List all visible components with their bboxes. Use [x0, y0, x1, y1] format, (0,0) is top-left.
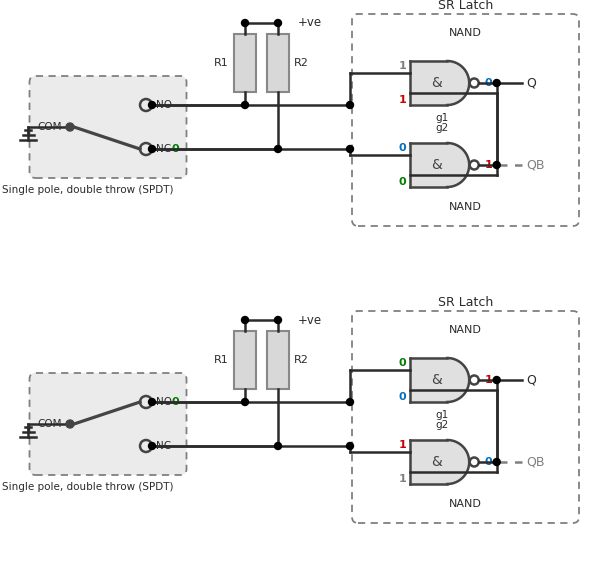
- Text: Single pole, double throw (SPDT): Single pole, double throw (SPDT): [2, 185, 174, 195]
- Polygon shape: [410, 143, 469, 187]
- Text: g2: g2: [436, 123, 449, 133]
- Text: &: &: [431, 455, 442, 469]
- Text: 1: 1: [485, 160, 493, 170]
- Circle shape: [149, 101, 155, 108]
- Circle shape: [493, 376, 500, 383]
- Text: NC: NC: [156, 144, 171, 154]
- Text: g1: g1: [436, 113, 449, 123]
- FancyBboxPatch shape: [29, 373, 187, 475]
- Circle shape: [493, 79, 500, 86]
- Circle shape: [149, 398, 155, 405]
- Text: &: &: [431, 158, 442, 172]
- Circle shape: [66, 420, 74, 428]
- Text: g1: g1: [436, 410, 449, 420]
- Text: NAND: NAND: [449, 325, 482, 335]
- FancyBboxPatch shape: [234, 34, 256, 92]
- Text: 0: 0: [172, 144, 179, 154]
- Text: NAND: NAND: [449, 202, 482, 212]
- Text: R2: R2: [294, 355, 309, 365]
- Text: QB: QB: [527, 456, 545, 468]
- Text: 0: 0: [398, 391, 406, 402]
- Circle shape: [275, 317, 281, 324]
- Text: NC: NC: [156, 441, 171, 451]
- Circle shape: [241, 317, 248, 324]
- Circle shape: [66, 123, 74, 131]
- Circle shape: [241, 20, 248, 27]
- Text: SR Latch: SR Latch: [438, 0, 493, 12]
- Circle shape: [347, 398, 353, 405]
- Text: +ve: +ve: [298, 16, 322, 30]
- Text: 1: 1: [398, 95, 406, 105]
- FancyBboxPatch shape: [234, 331, 256, 389]
- Text: NAND: NAND: [449, 499, 482, 509]
- Text: 0: 0: [398, 144, 406, 153]
- Text: 0: 0: [398, 358, 406, 368]
- Text: QB: QB: [527, 159, 545, 171]
- Circle shape: [493, 459, 500, 466]
- Circle shape: [347, 145, 353, 152]
- Text: Q: Q: [527, 373, 536, 387]
- Text: 0: 0: [485, 78, 493, 88]
- Text: SR Latch: SR Latch: [438, 296, 493, 309]
- Text: g2: g2: [436, 420, 449, 430]
- Circle shape: [275, 442, 281, 449]
- Text: R1: R1: [214, 355, 229, 365]
- FancyBboxPatch shape: [267, 331, 289, 389]
- Text: 1: 1: [485, 375, 493, 385]
- Text: 0: 0: [485, 457, 493, 467]
- Text: &: &: [431, 76, 442, 90]
- Text: NO: NO: [156, 100, 172, 110]
- Circle shape: [149, 442, 155, 449]
- Text: R2: R2: [294, 58, 309, 68]
- Text: COM: COM: [37, 122, 62, 132]
- Text: 0: 0: [398, 177, 406, 186]
- Text: R1: R1: [214, 58, 229, 68]
- Circle shape: [347, 442, 353, 449]
- Circle shape: [347, 101, 353, 108]
- Text: Q: Q: [527, 76, 536, 90]
- Text: COM: COM: [37, 419, 62, 429]
- Polygon shape: [410, 358, 469, 402]
- Text: +ve: +ve: [298, 313, 322, 327]
- FancyBboxPatch shape: [267, 34, 289, 92]
- Text: &: &: [431, 373, 442, 387]
- Polygon shape: [410, 61, 469, 105]
- Polygon shape: [410, 440, 469, 484]
- Circle shape: [241, 398, 248, 405]
- Text: NAND: NAND: [449, 28, 482, 38]
- Circle shape: [149, 145, 155, 152]
- Text: Single pole, double throw (SPDT): Single pole, double throw (SPDT): [2, 482, 174, 492]
- Text: NO: NO: [156, 397, 172, 407]
- Text: 1: 1: [398, 440, 406, 450]
- Circle shape: [275, 145, 281, 152]
- Circle shape: [275, 20, 281, 27]
- Circle shape: [241, 101, 248, 108]
- Text: 1: 1: [398, 61, 406, 71]
- FancyBboxPatch shape: [29, 76, 187, 178]
- Text: 0: 0: [172, 397, 179, 407]
- Circle shape: [493, 162, 500, 168]
- Text: 1: 1: [398, 474, 406, 483]
